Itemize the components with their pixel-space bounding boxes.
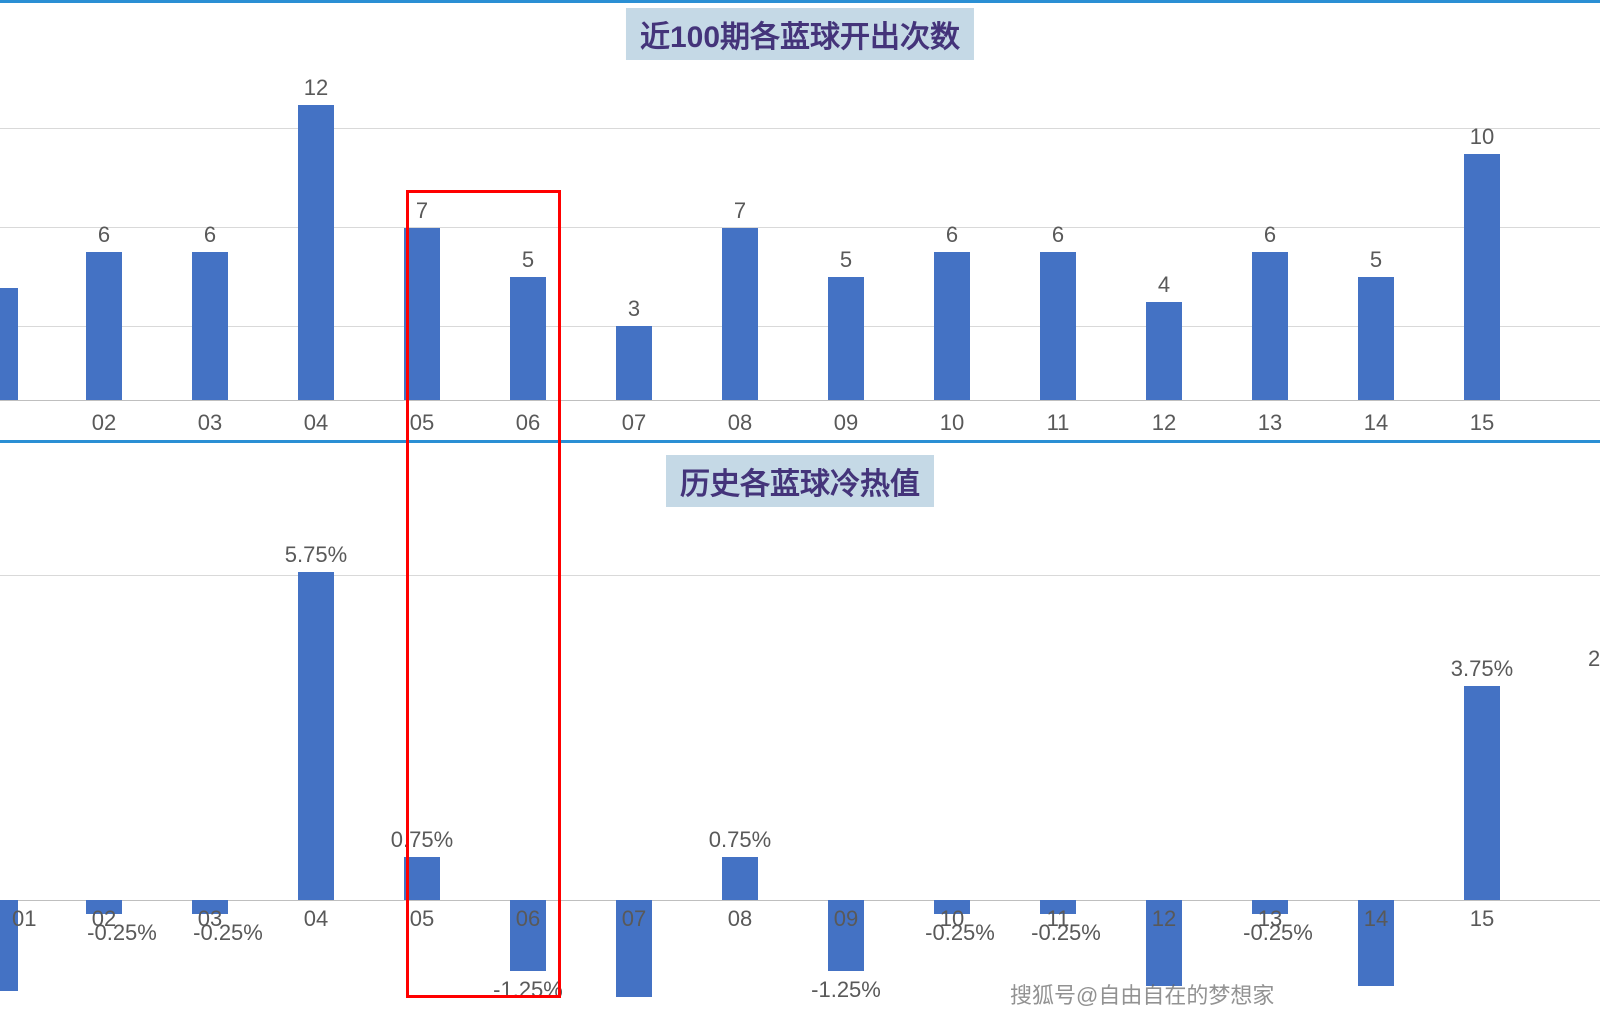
- chart1-value-label: 12: [304, 75, 328, 101]
- chart1-value-label: 6: [98, 222, 110, 248]
- chart2-value-label: 2: [1588, 646, 1600, 672]
- chart1-bar: [1252, 252, 1288, 400]
- chart1-category-label: 07: [622, 410, 646, 436]
- watermark-text: 搜狐号@自由自在的梦想家: [1010, 978, 1274, 1010]
- chart1-top-border: [0, 0, 1600, 3]
- chart1-bar-partial: [0, 288, 18, 400]
- chart1-title: 近100期各蓝球开出次数: [626, 8, 974, 60]
- chart1-category-label: 09: [834, 410, 858, 436]
- chart2-category-label: 03: [198, 906, 222, 932]
- chart1-gridline: [0, 128, 1600, 129]
- chart1-category-label: 11: [1047, 410, 1070, 436]
- chart2-category-label: 02: [92, 906, 116, 932]
- chart1-category-label: 15: [1470, 410, 1494, 436]
- chart1-value-label: 5: [1370, 247, 1382, 273]
- chart2-bar: [298, 572, 334, 900]
- chart1-value-label: 6: [204, 222, 216, 248]
- chart1-value-label: 10: [1470, 124, 1494, 150]
- chart1-category-label: 04: [304, 410, 328, 436]
- chart1-category-label: 14: [1364, 410, 1388, 436]
- chart2-category-label: 10: [940, 906, 964, 932]
- chart1-category-label: 08: [728, 410, 752, 436]
- chart1-value-label: 4: [1158, 272, 1170, 298]
- chart2-category-label: 13: [1258, 906, 1282, 932]
- chart1-category-label: 02: [92, 410, 116, 436]
- chart1-bar: [1040, 252, 1076, 400]
- chart1-bar: [722, 228, 758, 400]
- chart2-category-label: 14: [1364, 906, 1388, 932]
- chart1-gridline: [0, 227, 1600, 228]
- chart1-bar: [934, 252, 970, 400]
- chart2-title: 历史各蓝球冷热值: [666, 455, 934, 507]
- chart2-bar: [722, 857, 758, 900]
- chart1-value-label: 5: [840, 247, 852, 273]
- chart2-category-label: 01: [12, 906, 36, 932]
- chart2-category-label: 11: [1047, 906, 1070, 932]
- chart2-category-label: 07: [622, 906, 646, 932]
- chart1-bar: [1146, 302, 1182, 400]
- chart2-bar: [1464, 686, 1500, 900]
- chart1-bar: [616, 326, 652, 400]
- chart1-bar: [828, 277, 864, 400]
- chart2-category-label: 15: [1470, 906, 1494, 932]
- chart2-category-label: 09: [834, 906, 858, 932]
- chart1-category-label: 10: [940, 410, 964, 436]
- chart2-category-label: 12: [1152, 906, 1176, 932]
- chart1-axis: [0, 400, 1600, 401]
- chart1-bar: [86, 252, 122, 400]
- chart1-value-label: 7: [734, 198, 746, 224]
- chart1-bar: [298, 105, 334, 400]
- highlight-rectangle: [406, 190, 561, 998]
- chart1-value-label: 6: [1052, 222, 1064, 248]
- chart2-value-label: 5.75%: [285, 542, 347, 568]
- chart2-value-label: 3.75%: [1451, 656, 1513, 682]
- chart2-top-border: [0, 440, 1600, 443]
- chart2-gridline: [0, 575, 1600, 576]
- chart1-value-label: 3: [628, 296, 640, 322]
- chart1-value-label: 6: [946, 222, 958, 248]
- chart1-bar: [192, 252, 228, 400]
- chart2-value-label: -1.25%: [811, 977, 881, 1003]
- chart1-value-label: 6: [1264, 222, 1276, 248]
- chart1-bar: [1464, 154, 1500, 400]
- chart1-bar: [1358, 277, 1394, 400]
- chart1-category-label: 03: [198, 410, 222, 436]
- chart2-value-label: 0.75%: [709, 827, 771, 853]
- chart2-category-label: 08: [728, 906, 752, 932]
- chart1-category-label: 12: [1152, 410, 1176, 436]
- chart2-category-label: 04: [304, 906, 328, 932]
- chart1-category-label: 13: [1258, 410, 1282, 436]
